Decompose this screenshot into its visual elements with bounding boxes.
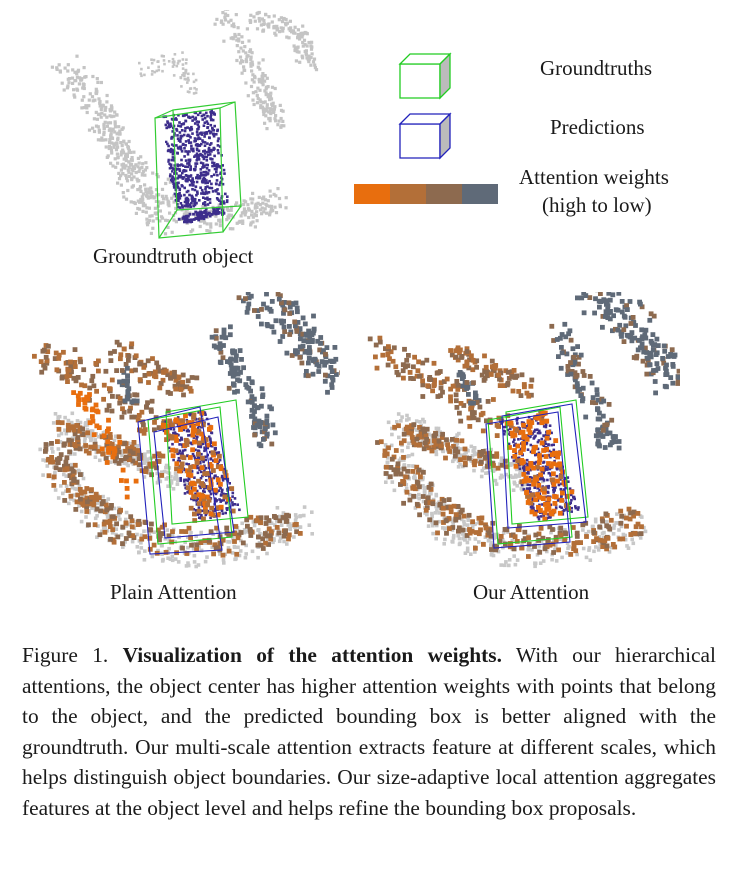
caption-prefix: Figure 1. bbox=[22, 643, 123, 667]
plain-attention-label: Plain Attention bbox=[110, 580, 237, 604]
caption-title: Visualization of the attention weights. bbox=[122, 643, 502, 667]
groundtruth-object-label: Groundtruth object bbox=[93, 244, 254, 268]
bounding-boxes bbox=[137, 399, 249, 555]
legend-attention-label-line1: Attention weights bbox=[519, 165, 669, 189]
groundtruth-object-pointcloud bbox=[50, 10, 319, 239]
attention-swatch-1 bbox=[354, 184, 390, 204]
legend-predictions-label: Predictions bbox=[550, 115, 645, 139]
legend-attention-label-line2: (high to low) bbox=[542, 193, 652, 217]
attention-swatch-4 bbox=[462, 184, 498, 204]
our-attention-pointcloud bbox=[367, 292, 680, 569]
figure-caption: Figure 1. Visualization of the attention… bbox=[22, 640, 716, 823]
our-attention-label: Our Attention bbox=[473, 580, 590, 604]
plain-attention-pointcloud bbox=[32, 292, 340, 569]
legend-groundtruths-label: Groundtruths bbox=[540, 56, 652, 80]
attention-swatch-3 bbox=[426, 184, 462, 204]
groundtruth-legend-cube-icon bbox=[398, 52, 452, 100]
caption-body: With our hierarchical attentions, the ob… bbox=[22, 643, 716, 820]
attention-swatch-2 bbox=[390, 184, 426, 204]
bounding-boxes bbox=[485, 399, 589, 549]
prediction-legend-cube-icon bbox=[398, 112, 452, 160]
groundtruth-box bbox=[154, 101, 242, 239]
